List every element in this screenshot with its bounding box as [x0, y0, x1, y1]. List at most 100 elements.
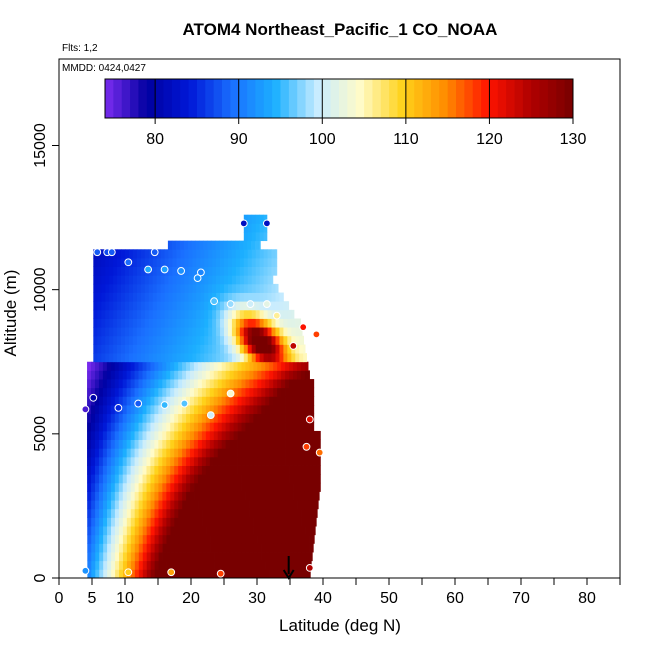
heatmap-cell [261, 526, 266, 536]
heatmap-cell [297, 482, 302, 492]
colorbar-segment [288, 79, 298, 118]
heatmap-cell [126, 500, 132, 510]
heatmap-cell [209, 482, 215, 492]
heatmap-cell [297, 517, 302, 527]
heatmap-cell [255, 327, 261, 337]
heatmap-cell [241, 396, 246, 406]
observation-point [177, 267, 186, 275]
heatmap-cell [241, 448, 246, 458]
heatmap-cell [269, 560, 274, 570]
heatmap-cell [107, 569, 112, 579]
heatmap-cell [146, 430, 151, 440]
heatmap-cell [216, 257, 221, 267]
heatmap-cell [247, 257, 253, 267]
heatmap-cell [249, 439, 254, 449]
observation-point [289, 341, 298, 350]
heatmap-cell [225, 361, 231, 371]
colorbar-segment [146, 79, 156, 118]
heatmap-cell [257, 439, 262, 449]
heatmap-cell [213, 448, 219, 458]
heatmap-cell [118, 508, 124, 518]
heatmap-cell [237, 526, 243, 536]
heatmap-cell [263, 353, 268, 363]
heatmap-cell [140, 266, 146, 276]
heatmap-cell [184, 275, 189, 285]
heatmap-cell [257, 534, 262, 544]
heatmap-cell [197, 379, 203, 389]
heatmap-cell [176, 257, 181, 267]
heatmap-cell [308, 474, 314, 484]
heatmap-cell [126, 465, 132, 475]
heatmap-cell [299, 327, 303, 337]
heatmap-cell [289, 534, 294, 544]
heatmap-cell [162, 534, 167, 544]
heatmap-cell [190, 387, 195, 397]
heatmap-cell [146, 379, 151, 389]
heatmap-cell [113, 327, 118, 337]
heatmap-cell [150, 361, 155, 371]
heatmap-cell [237, 405, 242, 415]
heatmap-cell [148, 257, 154, 267]
heatmap-cell [132, 292, 138, 302]
heatmap-cell [184, 292, 189, 302]
heatmap-cell [287, 353, 292, 363]
heatmap-cell [182, 370, 187, 380]
heatmap-cell [188, 327, 193, 337]
heatmap-cell [170, 361, 175, 371]
heatmap-cell [269, 482, 274, 492]
heatmap-cell [296, 439, 302, 449]
heatmap-cell [117, 309, 122, 319]
heatmap-cell [229, 379, 234, 389]
colorbar-segment [522, 79, 532, 118]
heatmap-cell [275, 353, 280, 363]
heatmap-cell [292, 413, 298, 423]
heatmap-cell [193, 430, 199, 440]
heatmap-cell [296, 361, 302, 371]
heatmap-cell [261, 430, 266, 440]
heatmap-cell [227, 240, 232, 250]
heatmap-cell [170, 500, 175, 510]
heatmap-cell [202, 534, 207, 544]
heatmap-cell [182, 387, 187, 397]
heatmap-cell [178, 405, 183, 415]
heatmap-cell [271, 335, 276, 345]
colorbar-segment [489, 79, 499, 118]
heatmap-cell [130, 361, 135, 371]
heatmap-cell [166, 560, 171, 570]
heatmap-cell [150, 405, 155, 415]
heatmap-cell [125, 283, 130, 293]
heatmap-cell [223, 240, 228, 250]
colorbar-segment [364, 79, 373, 118]
heatmap-cell [134, 405, 139, 415]
heatmap-cell [158, 422, 163, 432]
heatmap-cell [217, 361, 223, 371]
heatmap-cell [293, 517, 298, 527]
heatmap-cell [178, 465, 183, 475]
heatmap-cell [99, 508, 104, 518]
heatmap-cell [95, 482, 100, 492]
heatmap-cell [312, 448, 318, 458]
heatmap-cell [178, 361, 183, 371]
heatmap-cell [172, 335, 177, 345]
heatmap-cell [209, 465, 215, 475]
heatmap-cell [195, 240, 200, 250]
heatmap-cell [184, 327, 189, 337]
heatmap-cell [98, 396, 104, 406]
heatmap-cell [285, 430, 290, 440]
heatmap-cell [235, 344, 241, 354]
heatmap-cell [128, 344, 134, 354]
heatmap-cell [213, 439, 219, 449]
heatmap-cell [253, 396, 258, 406]
heatmap-cell [241, 422, 246, 432]
heatmap-cell [237, 552, 243, 562]
heatmap-cell [109, 257, 114, 267]
heatmap-cell [110, 439, 116, 449]
heatmap-cell [300, 413, 306, 423]
heatmap-cell [259, 344, 264, 354]
heatmap-cell [102, 456, 108, 466]
heatmap-cell [174, 439, 179, 449]
arrow-head [282, 569, 295, 580]
heatmap-cell [235, 257, 241, 267]
observation-point [150, 248, 159, 257]
heatmap-cell [233, 526, 239, 536]
